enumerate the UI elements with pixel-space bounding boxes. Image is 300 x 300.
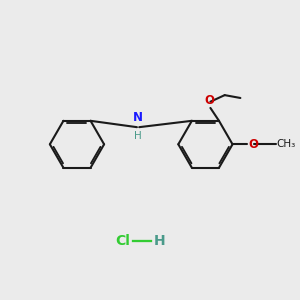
Text: O: O	[249, 138, 259, 151]
Text: H: H	[154, 234, 166, 248]
Text: CH₃: CH₃	[277, 139, 296, 149]
Text: O: O	[204, 94, 214, 106]
Text: N: N	[133, 111, 142, 124]
Text: Cl: Cl	[115, 234, 130, 248]
Text: H: H	[134, 130, 141, 141]
